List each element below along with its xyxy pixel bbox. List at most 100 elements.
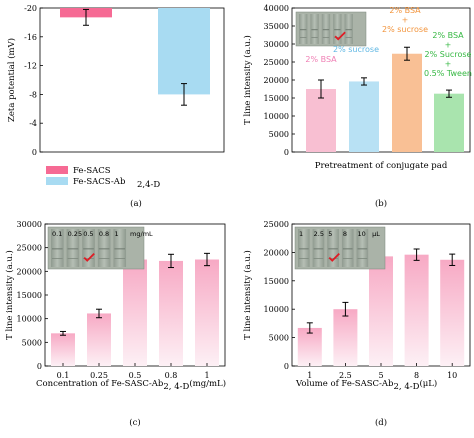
y-tick-label: 5000 bbox=[269, 130, 289, 139]
inset-label: 1 bbox=[299, 230, 303, 238]
strip-photo-inset bbox=[47, 226, 145, 270]
bar-annotation: 2% BSA bbox=[305, 55, 337, 64]
bar-annotation: 2% sucrose bbox=[333, 45, 379, 54]
bar-annotation: 2% Sucrose bbox=[425, 50, 472, 59]
test-strip bbox=[310, 14, 319, 44]
test-strip bbox=[327, 229, 339, 267]
y-tick-label: 30000 bbox=[17, 220, 42, 229]
test-strip bbox=[97, 229, 111, 267]
inset-label: mg/mL bbox=[130, 230, 153, 238]
y-tick-label: 15000 bbox=[17, 291, 42, 300]
bar-fe-sacs-ab bbox=[158, 8, 210, 95]
y-tick-label: 35000 bbox=[264, 22, 289, 31]
bar-pretreatment bbox=[306, 89, 336, 152]
plot-frame bbox=[39, 7, 225, 153]
bar-intensity bbox=[87, 313, 111, 366]
legend-label: Fe-SACS bbox=[73, 166, 111, 176]
y-tick-label: -12 bbox=[24, 62, 37, 71]
test-strip bbox=[312, 229, 325, 267]
bar-intensity bbox=[297, 327, 322, 366]
y-tick-label: 25000 bbox=[17, 244, 42, 253]
inset-label: 8 bbox=[343, 230, 347, 238]
checkmark-icon bbox=[83, 252, 95, 262]
bar-intensity bbox=[369, 256, 393, 366]
y-tick-label: 25000 bbox=[264, 220, 289, 229]
panel-label: (a) bbox=[130, 198, 142, 209]
bar-intensity bbox=[123, 259, 147, 366]
legend-swatch bbox=[46, 177, 68, 185]
y-tick-label: 30000 bbox=[264, 40, 289, 49]
test-strip bbox=[299, 14, 308, 44]
inset-label: 0.8 bbox=[99, 230, 109, 238]
y-tick-label: -4 bbox=[29, 119, 37, 128]
y-tick-label: -16 bbox=[24, 33, 37, 42]
y-tick-label: 20000 bbox=[17, 267, 42, 276]
panel-label: (b) bbox=[375, 198, 387, 209]
y-tick-label: 20000 bbox=[264, 76, 289, 85]
y-tick-label: -8 bbox=[29, 90, 37, 99]
panel-a: 0 -4 -8 -12 -16 -20 Zeta potential (mV) Fe-SACS… bbox=[6, 4, 225, 209]
y-tick-label: 10000 bbox=[17, 315, 42, 324]
y-tick-label: 5000 bbox=[269, 334, 289, 343]
test-strip bbox=[51, 229, 64, 267]
bar-intensity bbox=[333, 309, 358, 366]
bar-pretreatment bbox=[434, 93, 464, 152]
x-axis-label: Concentration of Fe-SASC-Ab bbox=[36, 379, 164, 389]
x-tick-label: 8 bbox=[414, 371, 419, 380]
test-strip bbox=[341, 229, 354, 267]
y-tick-label: 15000 bbox=[264, 94, 289, 103]
bar-annotation: 2% sucrose bbox=[382, 25, 428, 34]
x-axis-label: Volume of Fe-SASC-Ab bbox=[295, 379, 394, 389]
x-axis-label-subscript: 2, 4-D bbox=[394, 382, 420, 392]
test-strip bbox=[298, 229, 310, 267]
x-axis-label: Pretreatment of conjugate pad bbox=[315, 161, 448, 171]
y-tick-label: 10000 bbox=[264, 112, 289, 121]
bar-intensity bbox=[159, 260, 183, 366]
bar-intensity bbox=[404, 254, 429, 366]
x-tick-label: 5 bbox=[378, 371, 383, 380]
x-tick-label: 0.1 bbox=[57, 371, 70, 380]
inset-label: 1 bbox=[114, 230, 118, 238]
bar-annotation: + bbox=[445, 41, 452, 50]
test-strip bbox=[66, 229, 80, 267]
legend-label-subscript: 2,4-D bbox=[137, 180, 160, 190]
y-tick-label: 40000 bbox=[264, 4, 289, 13]
x-tick-label: 1 bbox=[204, 371, 209, 380]
y-axis-label: T line intensity (a.u.) bbox=[4, 250, 15, 340]
panel-c: 0.1 0.25 0.5 0.8 10.1 0.25 0.5 0.8 1 mg/mL0500010… bbox=[4, 220, 226, 428]
test-strip bbox=[344, 14, 353, 44]
y-tick-label: 0 bbox=[37, 362, 42, 371]
y-tick-label: 25000 bbox=[264, 58, 289, 67]
y-axis-label: Zeta potential (mV) bbox=[6, 38, 17, 122]
inset-label: 0.25 bbox=[68, 230, 82, 238]
test-strip bbox=[333, 14, 342, 44]
bar-annotation: 2% BSA bbox=[389, 6, 421, 15]
bar-annotation: 0.5% Tween bbox=[424, 69, 472, 78]
test-strip bbox=[321, 14, 331, 44]
panel-label: (c) bbox=[129, 417, 140, 428]
x-axis-label-unit: (μL) bbox=[419, 378, 437, 389]
inset-label: 5 bbox=[328, 230, 332, 238]
inset-label: 10 bbox=[358, 230, 366, 238]
inset-label: 0.5 bbox=[83, 230, 93, 238]
inset-label: 2.5 bbox=[314, 230, 324, 238]
y-tick-label: 0 bbox=[32, 148, 37, 157]
bar-intensity bbox=[195, 259, 219, 366]
test-strip bbox=[113, 229, 127, 267]
legend-swatch bbox=[46, 166, 68, 174]
x-tick-label: 0.25 bbox=[90, 371, 108, 380]
bar-intensity bbox=[440, 259, 465, 366]
checkmark-icon bbox=[334, 31, 346, 41]
y-axis-label: T line intensity (a.u.) bbox=[242, 35, 253, 125]
y-axis-label: T line intensity (a.u.) bbox=[242, 250, 253, 340]
panel-label: (d) bbox=[375, 417, 387, 428]
bar-annotation: 2% BSA bbox=[432, 31, 464, 40]
inset-label: 0.1 bbox=[52, 230, 62, 238]
y-tick-label: 0 bbox=[284, 362, 289, 371]
x-axis-label-unit: (mg/mL) bbox=[189, 378, 226, 389]
legend-label: Fe-SACS-Ab bbox=[73, 177, 126, 187]
bar-intensity bbox=[51, 333, 75, 366]
x-tick-label: 1 bbox=[307, 371, 312, 380]
x-tick-label: 10 bbox=[447, 371, 457, 380]
